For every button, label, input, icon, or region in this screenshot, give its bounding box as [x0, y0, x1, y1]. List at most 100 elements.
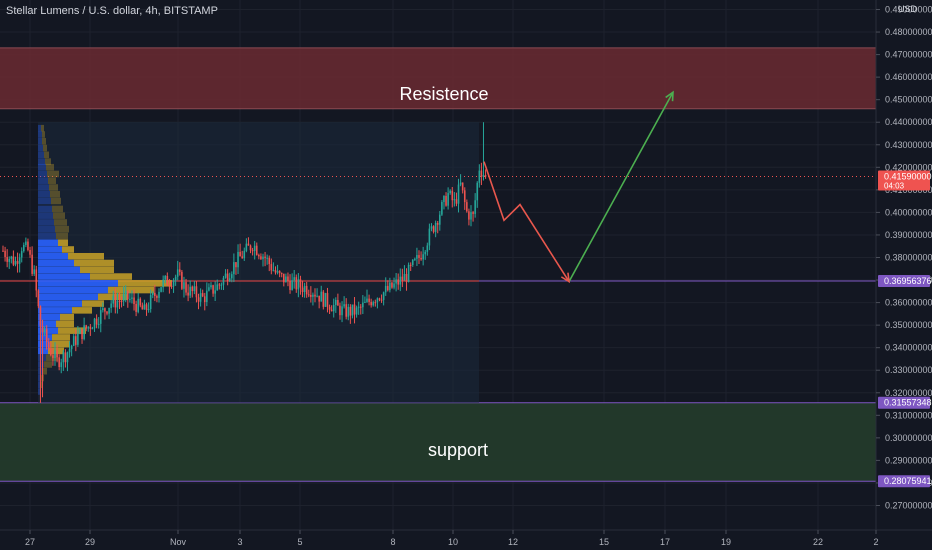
candle-body: [447, 193, 449, 206]
candle-body: [222, 277, 225, 285]
candle-body: [72, 336, 75, 346]
candle-body: [83, 325, 85, 340]
candle-body: [322, 291, 325, 307]
current-price-tag-bg: [878, 170, 930, 191]
y-tick-label: 0.30000000: [885, 433, 932, 443]
candle-body: [66, 352, 69, 363]
candle-body: [449, 190, 451, 194]
candle-body: [401, 276, 404, 281]
candle-body: [239, 251, 241, 257]
y-tick-label: 0.42000000: [885, 162, 932, 172]
candle-body: [143, 304, 146, 310]
volume-profile-bar-down: [44, 361, 52, 368]
candle-body: [297, 279, 300, 290]
volume-profile-bar-up: [38, 177, 48, 184]
candle-body: [208, 287, 210, 291]
candle-body: [343, 304, 345, 307]
candle-body: [131, 297, 133, 299]
candle-body: [10, 256, 13, 259]
candle-body: [149, 295, 152, 310]
volume-profile-bar-down: [53, 212, 65, 219]
candle-body: [122, 294, 125, 302]
candle-body: [93, 318, 96, 329]
candle-body: [174, 276, 177, 281]
volume-profile-bar-up: [38, 239, 58, 246]
candle-body: [129, 298, 131, 300]
candle-body: [420, 257, 422, 260]
candle-body: [305, 285, 308, 295]
candle-body: [407, 264, 410, 282]
candle-body: [320, 291, 323, 302]
candle-body: [251, 250, 254, 252]
candle-body: [91, 328, 94, 330]
current-price-tag-timer: 04:03: [884, 182, 905, 191]
candle-body: [216, 284, 219, 291]
candle-body: [337, 300, 339, 306]
volume-profile-bar-up: [38, 205, 52, 213]
candle-body: [378, 298, 381, 300]
volume-profile-bar-down: [118, 280, 172, 287]
candle-body: [193, 286, 196, 292]
candle-body: [478, 170, 481, 183]
candle-body: [355, 307, 358, 315]
volume-profile-bar-down: [40, 381, 42, 389]
candle-body: [172, 280, 175, 287]
support-bottom-tag-bg: [878, 475, 930, 488]
candle-body: [106, 311, 108, 314]
volume-profile-bar-down: [58, 239, 68, 246]
volume-profile-bar-up: [38, 313, 60, 321]
volume-profile-bar-up: [38, 163, 46, 171]
volume-profile-bar-up: [38, 124, 41, 132]
candle-body: [283, 273, 285, 283]
candle-body: [468, 211, 470, 220]
candle-body: [416, 255, 418, 259]
price-axis-background: [876, 0, 932, 550]
volume-profile-bar-up: [38, 334, 52, 341]
candle-body: [382, 292, 385, 300]
volume-profile-bar-down: [49, 184, 58, 191]
candle-body: [218, 284, 221, 286]
candle-body: [451, 190, 454, 201]
volume-profile-bar-up: [38, 374, 41, 382]
volume-profile-bar-up: [38, 266, 80, 274]
volume-profile-bar-up: [38, 232, 56, 240]
candle-body: [326, 293, 329, 307]
candle-body: [330, 309, 333, 312]
candle-body: [380, 299, 383, 301]
candle-body: [476, 182, 479, 201]
resistance-label: Resistence: [399, 84, 489, 104]
volume-profile-bar-up: [38, 320, 56, 328]
candle-body: [8, 258, 11, 262]
x-tick-label: 29: [85, 537, 95, 547]
candle-body: [349, 306, 352, 316]
candle-body: [436, 223, 439, 225]
resistance-zone: [0, 47, 876, 109]
volume-profile-bar-up: [38, 170, 47, 178]
x-tick-label: 15: [599, 537, 609, 547]
candle-body: [127, 290, 129, 300]
candle-body: [181, 271, 183, 289]
candle-body: [47, 342, 50, 349]
candle-body: [75, 336, 77, 345]
volume-profile-bar-up: [38, 138, 42, 145]
horizontal-level-tag-bg: [878, 275, 930, 288]
candle-body: [237, 251, 239, 268]
candle-body: [6, 257, 8, 262]
chart-title: Stellar Lumens / U.S. dollar, 4h, BITSTA…: [6, 5, 218, 17]
candle-body: [158, 291, 160, 298]
candle-body: [289, 281, 291, 290]
candle-body: [195, 286, 198, 298]
x-tick-label: 22: [813, 537, 823, 547]
candle-body: [364, 301, 366, 303]
candle-body: [104, 308, 106, 312]
volume-profile-bar-down: [90, 273, 132, 280]
candle-body: [359, 306, 362, 308]
candle-body: [291, 280, 293, 290]
candle-body: [459, 182, 462, 185]
candle-body: [62, 352, 65, 363]
x-tick-label: 5: [297, 537, 302, 547]
volume-profile-bar-down: [50, 190, 60, 198]
support-label: support: [427, 440, 489, 460]
